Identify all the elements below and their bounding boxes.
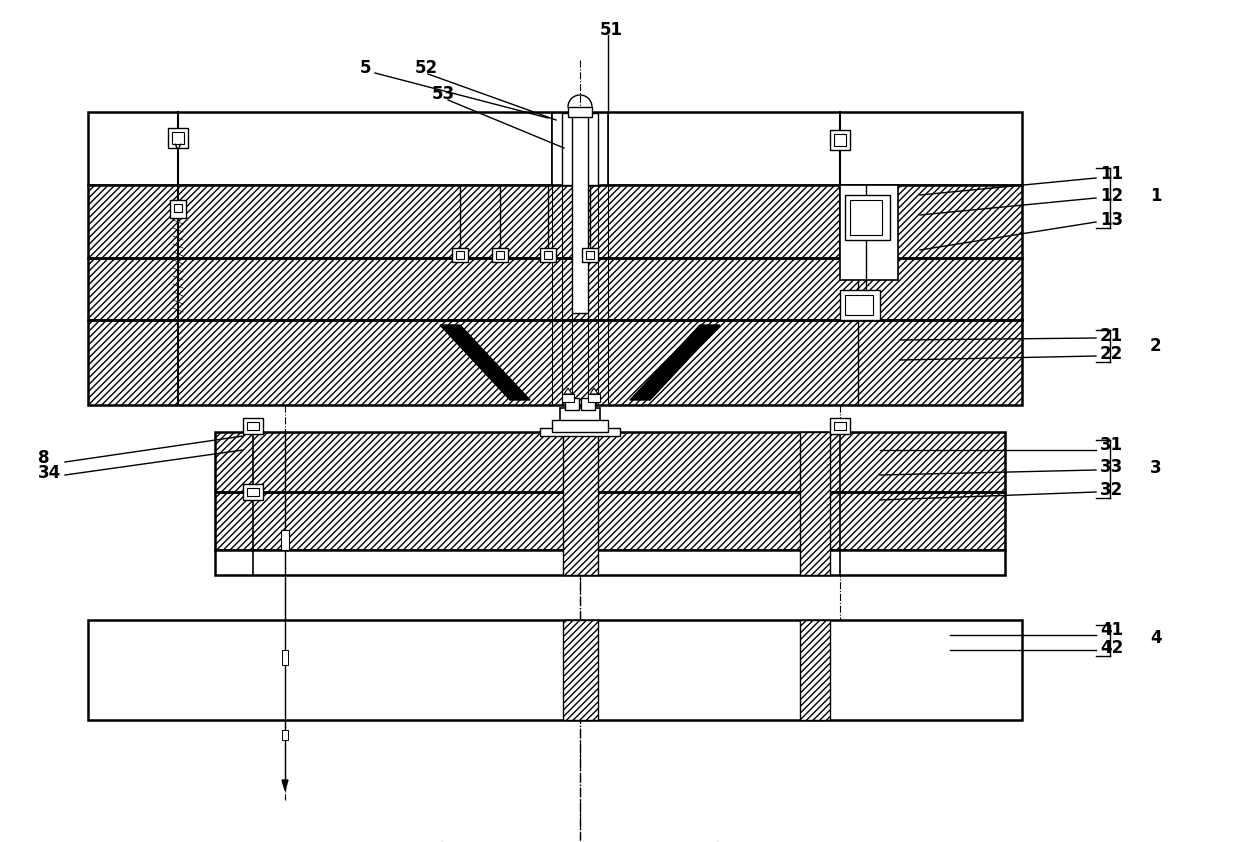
Bar: [167, 128, 188, 148]
Bar: [582, 398, 595, 410]
Bar: [560, 408, 600, 436]
Text: 53: 53: [432, 85, 455, 103]
Text: 5: 5: [360, 59, 372, 77]
Text: 42: 42: [1100, 639, 1123, 657]
Polygon shape: [564, 388, 572, 394]
Bar: [88, 258, 1022, 320]
Text: 21: 21: [1100, 327, 1123, 345]
Polygon shape: [590, 388, 598, 394]
Bar: [172, 132, 184, 144]
Bar: [281, 730, 288, 740]
Bar: [215, 432, 1004, 492]
Bar: [552, 113, 608, 185]
Polygon shape: [630, 325, 720, 400]
Bar: [587, 251, 594, 259]
Bar: [563, 620, 598, 720]
Text: 41: 41: [1100, 621, 1123, 639]
Bar: [88, 320, 1022, 405]
Bar: [839, 185, 898, 280]
Bar: [800, 620, 830, 720]
Bar: [281, 530, 289, 550]
Bar: [247, 488, 259, 496]
Bar: [496, 251, 503, 259]
Bar: [539, 428, 620, 436]
Bar: [215, 432, 1004, 492]
Bar: [281, 650, 288, 665]
Bar: [839, 290, 880, 320]
Bar: [215, 492, 1004, 550]
Text: 1: 1: [1149, 187, 1162, 205]
Bar: [88, 320, 1022, 405]
Bar: [88, 185, 1022, 258]
Bar: [539, 248, 556, 262]
Bar: [552, 113, 608, 185]
Bar: [544, 251, 552, 259]
Bar: [456, 251, 464, 259]
Bar: [800, 432, 830, 575]
Bar: [247, 422, 259, 430]
Bar: [563, 432, 598, 575]
Bar: [453, 248, 467, 262]
Bar: [844, 195, 890, 240]
Bar: [88, 258, 1022, 320]
Bar: [562, 394, 574, 402]
Bar: [582, 248, 598, 262]
Text: 11: 11: [1100, 165, 1123, 183]
Bar: [174, 204, 182, 212]
Text: 51: 51: [600, 21, 622, 39]
Text: 3: 3: [1149, 459, 1162, 477]
Text: 8: 8: [38, 449, 50, 467]
Bar: [243, 418, 263, 434]
Bar: [800, 620, 830, 720]
Bar: [835, 134, 846, 146]
Text: 22: 22: [1100, 345, 1123, 363]
Bar: [88, 112, 1022, 185]
Bar: [563, 432, 598, 575]
Bar: [844, 295, 873, 315]
Text: 31: 31: [1100, 436, 1123, 454]
Bar: [849, 200, 882, 235]
Text: 2: 2: [1149, 337, 1162, 355]
Bar: [835, 422, 846, 430]
Bar: [215, 492, 1004, 550]
Text: 33: 33: [1100, 458, 1123, 476]
Bar: [88, 620, 1022, 720]
Bar: [88, 185, 1022, 258]
Polygon shape: [281, 780, 288, 790]
Polygon shape: [440, 325, 529, 400]
Bar: [215, 550, 1004, 575]
Bar: [552, 420, 608, 432]
Bar: [830, 418, 849, 434]
Bar: [562, 113, 598, 185]
Bar: [572, 113, 588, 313]
Bar: [568, 107, 591, 117]
Bar: [243, 484, 263, 500]
Bar: [170, 200, 186, 218]
Bar: [492, 248, 508, 262]
Text: 34: 34: [38, 464, 61, 482]
Text: 12: 12: [1100, 187, 1123, 205]
Bar: [565, 398, 579, 410]
Text: 13: 13: [1100, 211, 1123, 229]
Text: 32: 32: [1100, 481, 1123, 499]
Bar: [800, 432, 830, 575]
Text: 52: 52: [415, 59, 438, 77]
Bar: [830, 130, 849, 150]
Bar: [588, 394, 600, 402]
Text: 4: 4: [1149, 629, 1162, 647]
Bar: [563, 620, 598, 720]
